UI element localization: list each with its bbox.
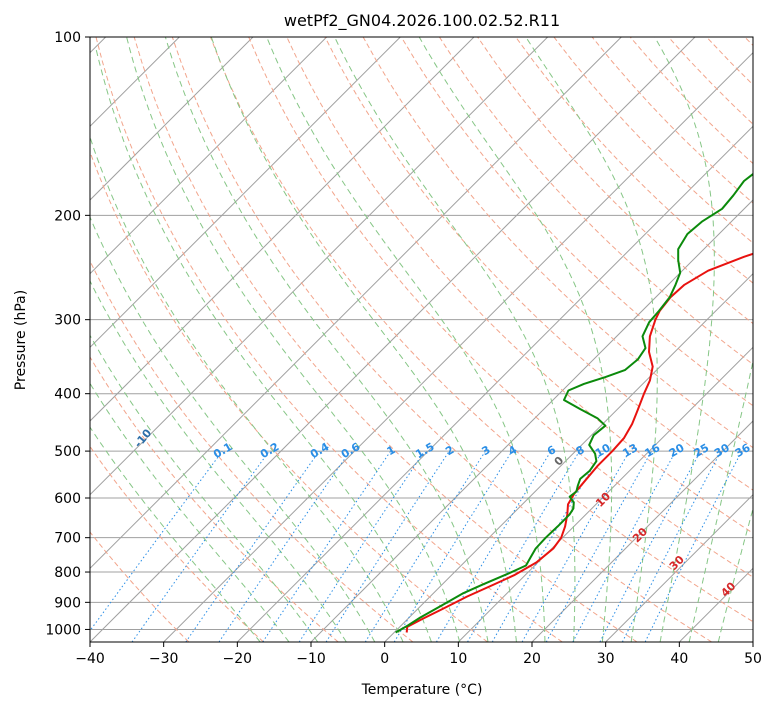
x-tick-label: −10 [296,651,326,667]
x-tick-label: −30 [149,651,179,667]
y-tick-label: 600 [54,491,81,507]
y-tick-label: 1000 [45,622,81,638]
y-axis-label: Pressure (hPa) [13,290,29,390]
x-tick-label: 50 [744,651,762,667]
y-tick-label: 200 [54,208,81,224]
x-tick-label: −40 [75,651,105,667]
y-tick-label: 100 [54,30,81,46]
y-tick-label: 400 [54,387,81,403]
y-tick-label: 500 [54,444,81,460]
y-tick-label: 800 [54,565,81,581]
x-tick-label: −20 [223,651,253,667]
x-axis-label: Temperature (°C) [361,682,483,698]
chart-title: wetPf2_GN04.2026.100.02.52.R11 [284,11,560,31]
y-tick-label: 300 [54,313,81,329]
x-tick-label: 30 [597,651,615,667]
y-tick-label: 900 [54,595,81,611]
x-tick-label: 40 [670,651,688,667]
y-tick-label: 700 [54,531,81,547]
x-tick-label: 0 [380,651,389,667]
x-tick-label: 20 [523,651,541,667]
x-tick-label: 10 [449,651,467,667]
